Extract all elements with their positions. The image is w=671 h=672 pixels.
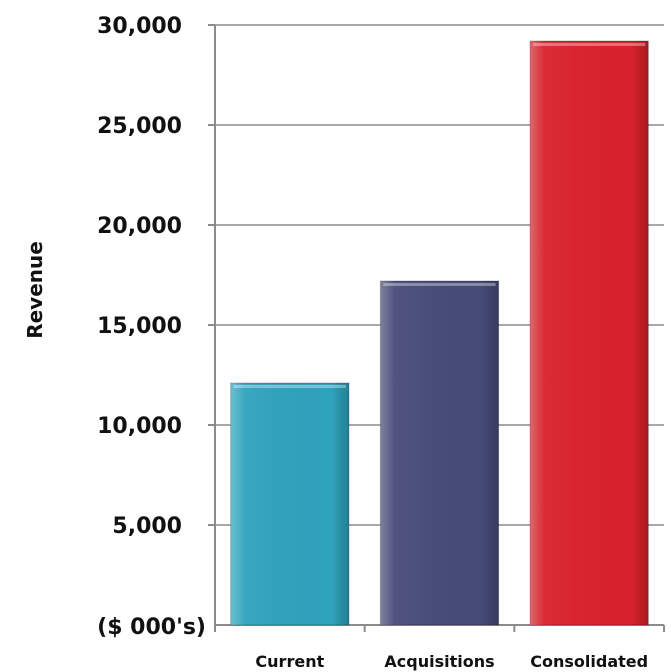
bar-highlight [230, 383, 349, 625]
y-tick-label: 15,000 [97, 314, 182, 339]
bar-top-bevel [233, 385, 346, 388]
bar-highlight [380, 281, 499, 625]
category-label: Current [255, 652, 324, 671]
category-label: Consolidated [530, 652, 648, 671]
y-tick-label: 25,000 [97, 114, 182, 139]
y-tick-label: 10,000 [97, 414, 182, 439]
bar-top-bevel [383, 283, 496, 286]
y-tick-marks [208, 24, 215, 526]
y-tick-label: 20,000 [97, 214, 182, 239]
bar-consolidated [529, 40, 649, 626]
category-labels: Current Acquisitions Consolidated [255, 652, 648, 671]
y-tick-label: 30,000 [97, 14, 182, 39]
bar-top-bevel [533, 43, 646, 46]
category-label: Acquisitions [384, 652, 494, 671]
bar-highlight [530, 41, 649, 625]
baseline-unit-label: ($ 000's) [97, 615, 206, 640]
bar-acquisitions [379, 280, 500, 626]
bar-current [230, 382, 350, 626]
y-axis-title: Revenue [23, 241, 47, 339]
bars [230, 40, 649, 626]
x-tick-marks [214, 625, 665, 632]
y-tick-labels: 5,000 10,000 15,000 20,000 25,000 30,000 [97, 14, 182, 539]
y-tick-label: 5,000 [112, 514, 182, 539]
